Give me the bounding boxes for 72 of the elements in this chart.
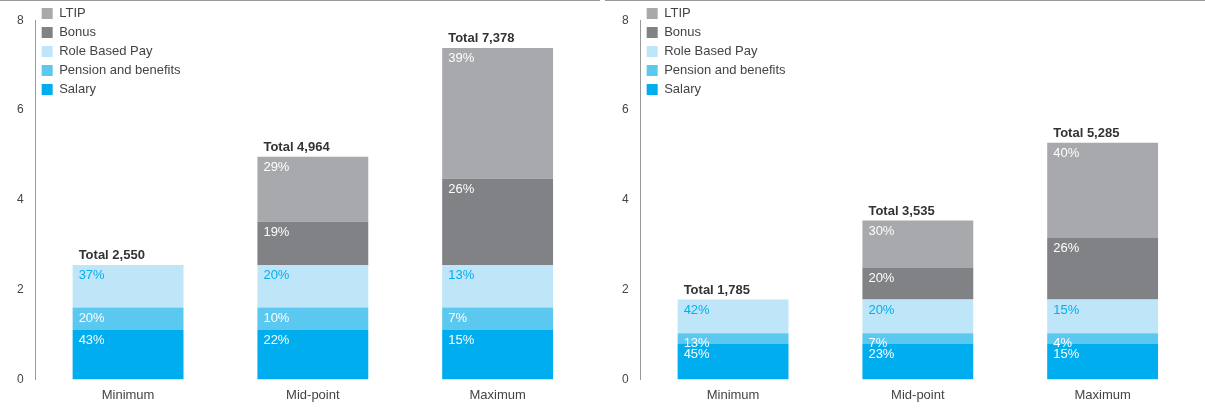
bar [442, 264, 554, 308]
legend-label: Pension and benefits [59, 62, 182, 78]
legend-label: Role Based Pay [59, 43, 153, 59]
bar [442, 307, 554, 331]
y-tick-label: 8 [16, 12, 24, 27]
total-label: Total 1,785 [683, 281, 750, 297]
annotation: 10% [263, 309, 290, 325]
annotation: 20% [868, 269, 895, 285]
x-tick-label: Minimum [101, 386, 155, 402]
bar [862, 220, 974, 268]
annotation: 20% [868, 301, 895, 317]
y-tick-label: 8 [621, 12, 629, 27]
annotation: 15% [448, 332, 475, 348]
x-tick-label: Maximum [1074, 386, 1131, 402]
legend-label: Role Based Pay [664, 43, 758, 59]
bar [257, 264, 369, 308]
annotation: 20% [263, 266, 290, 282]
x-tick-label: Maximum [469, 386, 526, 402]
legend-label: Salary [59, 81, 97, 97]
x-tick-label: Mid-point [286, 386, 340, 402]
y-tick-label: 6 [16, 102, 24, 117]
annotation: 20% [78, 309, 106, 325]
y-tick-label: 6 [621, 102, 629, 117]
y-tick-label: 4 [621, 192, 629, 207]
legend-label: Bonus [59, 24, 97, 40]
bar [1047, 237, 1159, 300]
bar [677, 299, 789, 334]
annotation: 30% [868, 222, 895, 238]
bar [257, 307, 369, 331]
y-tick-label: 0 [621, 371, 629, 386]
bar [442, 330, 554, 380]
bar [257, 330, 369, 380]
bar [72, 264, 184, 308]
annotation: 15% [1053, 301, 1080, 317]
annotation: 40% [1053, 144, 1080, 160]
annotation: 43% [78, 332, 106, 348]
total-label: Total 2,550 [78, 246, 145, 262]
annotation: 19% [263, 223, 290, 239]
annotation: 26% [1053, 240, 1080, 256]
annotation: 37% [78, 266, 106, 282]
bar [442, 178, 554, 265]
y-tick-label: 2 [16, 281, 24, 296]
x-tick-label: Minimum [706, 386, 760, 402]
legend-label: Salary [664, 81, 702, 97]
annotation: 22% [263, 332, 290, 348]
legend-label: Pension and benefits [664, 62, 787, 78]
bar [1047, 142, 1159, 238]
bar [257, 156, 369, 222]
legend-label: LTIP [664, 5, 691, 21]
total-label: Total 5,285 [1053, 124, 1120, 140]
y-tick-label: 0 [16, 371, 24, 386]
bar [862, 267, 974, 300]
annotation: 26% [448, 180, 475, 196]
legend-label: Bonus [664, 24, 702, 40]
total-label: Total 7,378 [448, 30, 515, 46]
total-label: Total 4,964 [263, 138, 331, 154]
bar [442, 48, 554, 179]
bar [72, 307, 184, 331]
y-tick-label: 2 [621, 281, 629, 296]
y-tick-label: 4 [16, 192, 24, 207]
annotation: 42% [683, 301, 711, 317]
bar [72, 330, 184, 380]
annotation: 29% [263, 158, 290, 174]
bar [862, 299, 974, 334]
x-tick-label: Mid-point [891, 386, 945, 402]
legend-label: LTIP [59, 5, 86, 21]
annotation: 13% [448, 266, 475, 282]
bar [257, 221, 369, 265]
annotation: 39% [448, 50, 475, 66]
bar [1047, 299, 1159, 334]
annotation: 7% [448, 309, 468, 325]
total-label: Total 3,535 [868, 202, 935, 218]
